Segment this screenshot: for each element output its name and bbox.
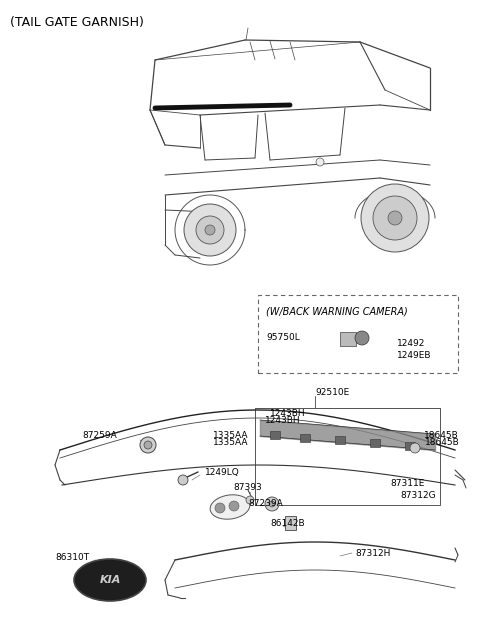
Circle shape <box>205 225 215 235</box>
Text: 95750L: 95750L <box>266 333 300 342</box>
Ellipse shape <box>74 559 146 601</box>
Circle shape <box>410 443 420 453</box>
Circle shape <box>316 158 324 166</box>
Text: (W/BACK WARNING CAMERA): (W/BACK WARNING CAMERA) <box>266 307 408 317</box>
Circle shape <box>373 196 417 240</box>
Circle shape <box>269 501 275 507</box>
Bar <box>300 433 310 442</box>
Text: KIA: KIA <box>99 575 120 585</box>
Circle shape <box>355 331 369 345</box>
Circle shape <box>388 211 402 225</box>
Circle shape <box>361 184 429 252</box>
Text: 87393: 87393 <box>233 483 262 493</box>
Text: 1335AA: 1335AA <box>213 438 249 447</box>
Text: 12492: 12492 <box>397 338 425 348</box>
Text: 1243BH: 1243BH <box>270 410 306 418</box>
Bar <box>370 439 380 447</box>
Text: 86310T: 86310T <box>55 553 89 562</box>
Bar <box>405 442 415 450</box>
Text: 87259A: 87259A <box>82 430 117 440</box>
Text: 18645B: 18645B <box>425 438 460 447</box>
Circle shape <box>144 441 152 449</box>
Text: 87312H: 87312H <box>355 548 390 558</box>
Text: 92510E: 92510E <box>315 388 349 397</box>
Text: 86142B: 86142B <box>270 519 305 528</box>
Bar <box>270 431 280 439</box>
Circle shape <box>246 496 254 504</box>
Text: 87312G: 87312G <box>400 490 436 500</box>
Text: 1249EB: 1249EB <box>397 351 432 360</box>
Text: 18645B: 18645B <box>424 432 459 440</box>
Bar <box>258 295 458 373</box>
Bar <box>255 408 440 505</box>
Circle shape <box>140 437 156 453</box>
Circle shape <box>215 503 225 513</box>
Bar <box>335 437 345 444</box>
Circle shape <box>184 204 236 256</box>
Text: 87239A: 87239A <box>248 498 283 507</box>
Circle shape <box>178 475 188 485</box>
Text: 1249LQ: 1249LQ <box>205 468 240 478</box>
Bar <box>285 516 296 530</box>
Text: 1243BH: 1243BH <box>265 416 300 425</box>
Text: 1335AA: 1335AA <box>213 432 249 440</box>
Circle shape <box>229 501 239 511</box>
Circle shape <box>265 497 279 511</box>
Circle shape <box>196 216 224 244</box>
Text: (TAIL GATE GARNISH): (TAIL GATE GARNISH) <box>10 16 144 29</box>
Text: 87311E: 87311E <box>390 478 424 488</box>
Ellipse shape <box>210 495 250 519</box>
Bar <box>340 332 356 346</box>
